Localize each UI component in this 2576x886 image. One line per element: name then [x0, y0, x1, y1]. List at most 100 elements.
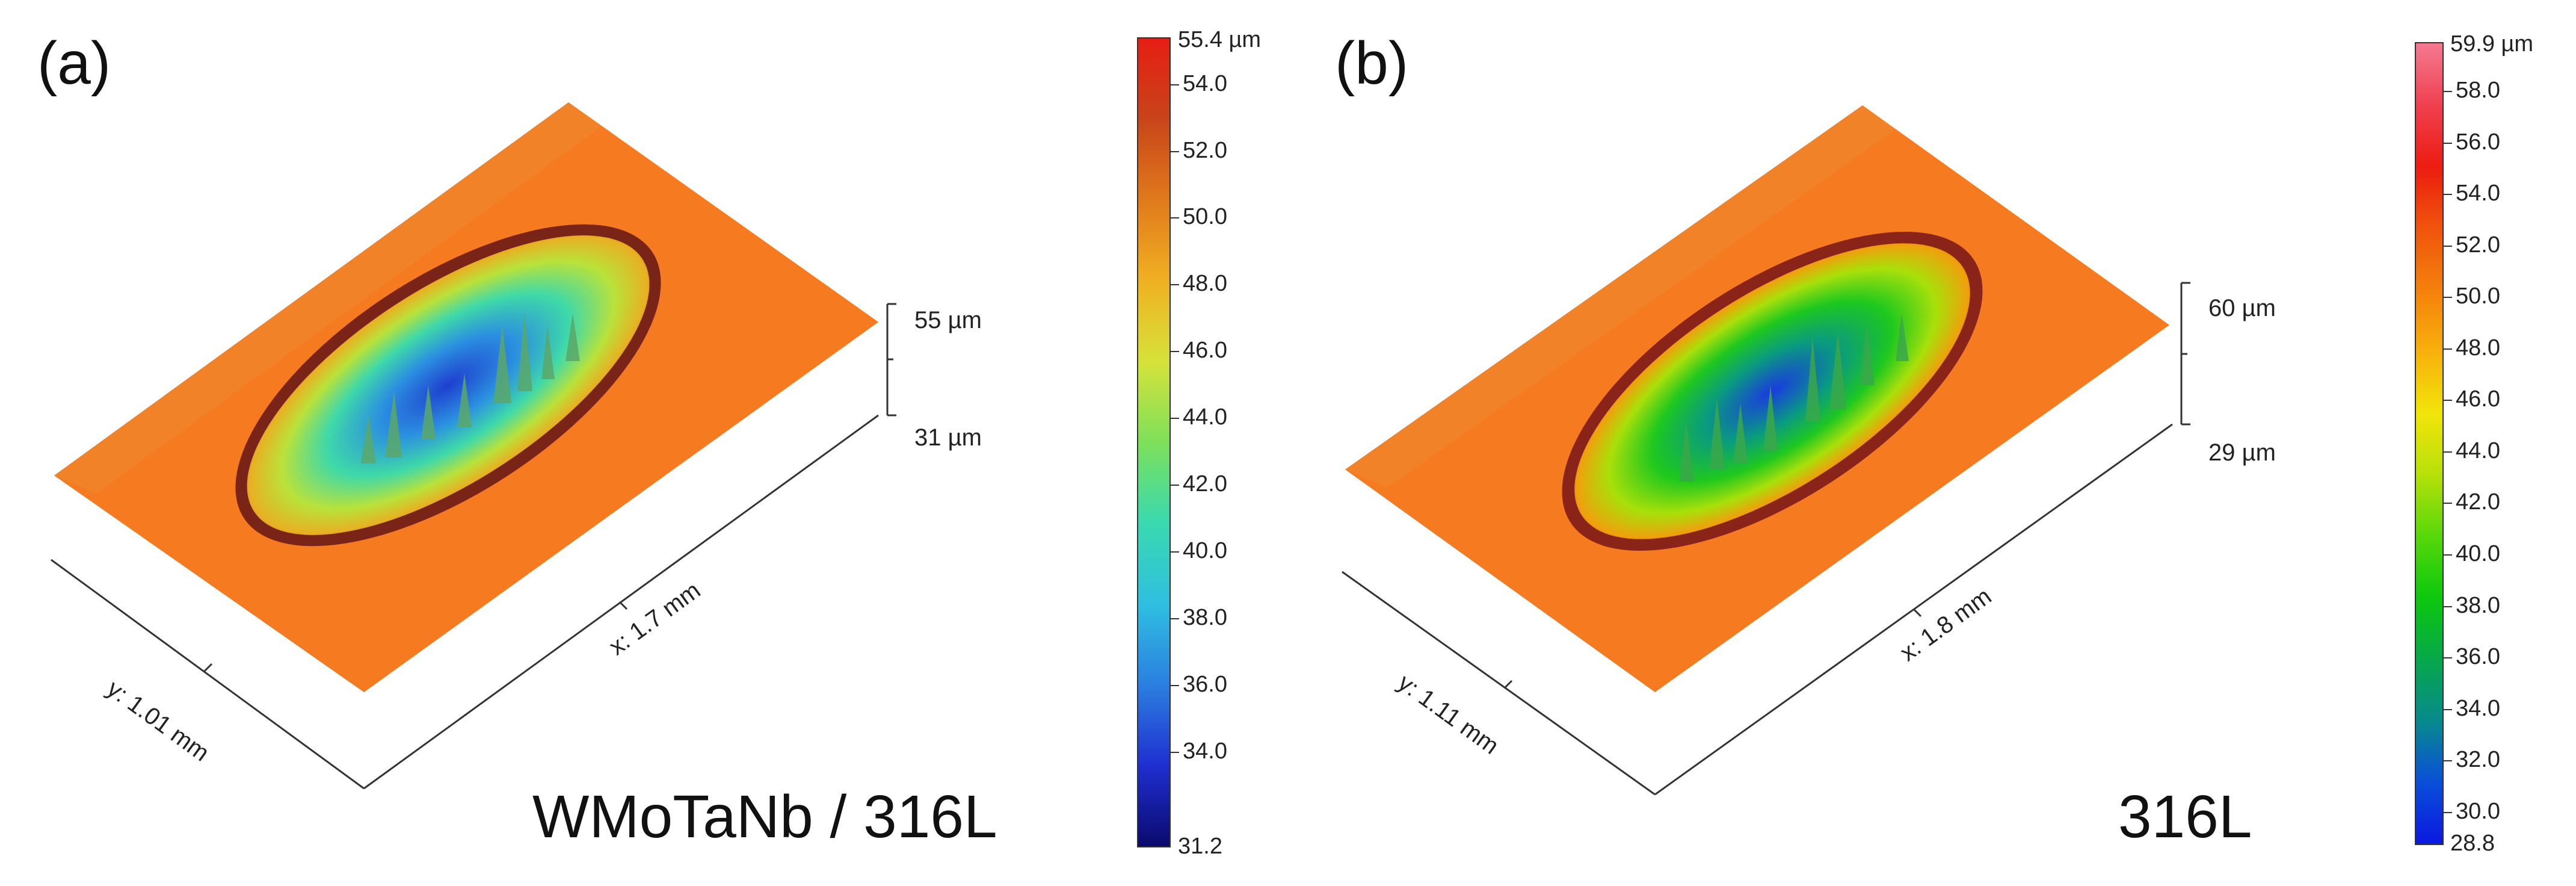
- colorbar-tick-mark: [1169, 618, 1179, 619]
- colorbar-tick-mark: [2442, 606, 2452, 607]
- colorbar-tick-label: 56.0: [2456, 129, 2500, 155]
- peak: [361, 415, 376, 463]
- panel-a: (a): [37, 27, 1262, 859]
- peak: [1805, 337, 1820, 421]
- colorbar-tick-label: 42.0: [1183, 471, 1227, 497]
- surface-scene-a: y: 1.01 mm x: 1.7 mm 55 µm 31 µm: [51, 102, 982, 790]
- y-axis-label: y: 1.11 mm: [1393, 669, 1504, 760]
- colorbar-tick-mark: [2442, 142, 2452, 144]
- colorbar-tick-mark: [2442, 348, 2452, 350]
- panel-label: (b): [1335, 29, 1409, 97]
- colorbar-tick-label: 32.0: [2456, 747, 2500, 773]
- z-top-label: 60 µm: [2208, 295, 2276, 321]
- peak: [1709, 397, 1725, 469]
- y-axis-tick: [1503, 680, 1513, 689]
- surface-plate-shade: [1345, 105, 1896, 488]
- colorbar-tick-label: 54.0: [2456, 181, 2500, 206]
- x-axis-line: [363, 414, 879, 790]
- peak: [1860, 325, 1875, 385]
- wear-scar: [247, 235, 650, 535]
- colorbar-tick-label: 48.0: [2456, 335, 2500, 361]
- peak: [1829, 331, 1846, 409]
- colorbar-tick-mark: [1169, 150, 1179, 152]
- colorbar: [1137, 37, 1171, 847]
- surface-scene-b: y: 1.11 mm x: 1.8 mm 60 µm 29 µm: [1342, 105, 2276, 796]
- colorbar-tick-label: 44.0: [2456, 438, 2500, 463]
- y-axis-line: [1342, 571, 1656, 796]
- colorbar-tick-mark: [2442, 91, 2452, 93]
- colorbar-tick-mark: [2442, 811, 2452, 813]
- wear-peaks: [1679, 313, 1909, 482]
- peak: [457, 373, 472, 427]
- x-axis-tick: [1912, 608, 1922, 618]
- peak: [421, 385, 436, 439]
- colorbar-tick-mark: [1169, 418, 1179, 420]
- colorbar-tick-mark: [2442, 245, 2452, 247]
- colorbar-tick-mark: [1169, 684, 1179, 686]
- colorbar-max-label: 59.9 µm: [2450, 31, 2534, 57]
- colorbar-tick-mark: [1169, 284, 1179, 286]
- colorbar: [2415, 42, 2444, 845]
- z-bottom-label: 31 µm: [914, 424, 982, 451]
- colorbar-max-label: 55.4 µm: [1178, 27, 1262, 52]
- peak: [541, 325, 555, 379]
- colorbar-tick-label: 42.0: [2456, 489, 2500, 515]
- colorbar-tick-label: 48.0: [1183, 271, 1227, 297]
- material-label: WMoTaNb / 316L: [532, 783, 997, 850]
- peak: [1679, 421, 1694, 482]
- colorbar-tick-label: 34.0: [1183, 738, 1227, 764]
- colorbar-tick-mark: [1169, 751, 1179, 753]
- surface-plate-shade: [54, 102, 602, 494]
- colorbar-tick-mark: [2442, 503, 2452, 504]
- peak: [517, 313, 532, 391]
- peak: [1733, 403, 1748, 463]
- colorbar-tick-label: 38.0: [1183, 604, 1227, 630]
- colorbar-tick-label: 44.0: [1183, 404, 1227, 430]
- colorbar-tick-label: 36.0: [2456, 644, 2500, 670]
- y-axis-tick: [203, 663, 213, 672]
- y-axis-label: y: 1.01 mm: [102, 675, 214, 767]
- colorbar-tick-mark: [2442, 760, 2452, 762]
- colorbar-tick-mark: [1169, 351, 1179, 353]
- colorbar-tick-label: 46.0: [1183, 338, 1227, 364]
- colorbar-tick-mark: [1169, 217, 1179, 219]
- colorbar-tick-label: 46.0: [2456, 386, 2500, 412]
- colorbar-tick-label: 38.0: [2456, 592, 2500, 618]
- peak: [385, 391, 402, 457]
- colorbar-tick-mark: [2442, 194, 2452, 196]
- colorbar-tick-mark: [2442, 400, 2452, 401]
- wear-scar: [1574, 243, 1970, 539]
- colorbar-tick-label: 40.0: [2456, 541, 2500, 567]
- colorbar-tick-mark: [2442, 657, 2452, 659]
- colorbar-tick-mark: [1169, 551, 1179, 553]
- wear-peaks: [361, 313, 580, 463]
- peak: [1763, 385, 1778, 451]
- colorbar-tick-label: 40.0: [1183, 538, 1227, 563]
- colorbar-tick-label: 36.0: [1183, 671, 1227, 697]
- y-axis-line: [51, 559, 365, 790]
- colorbar-tick-label: 52.0: [1183, 137, 1227, 163]
- panel-b: (b): [1288, 0, 2576, 886]
- colorbar-tick-label: 52.0: [2456, 232, 2500, 258]
- colorbar-tick-label: 34.0: [2456, 695, 2500, 721]
- colorbar-tick-label: 54.0: [1183, 70, 1227, 96]
- peak: [565, 313, 580, 361]
- peak: [1896, 313, 1909, 361]
- colorbar-tick-label: 50.0: [1183, 204, 1227, 230]
- colorbar-min-label: 31.2: [1178, 834, 1222, 859]
- x-axis-label: x: 1.7 mm: [604, 577, 705, 660]
- colorbar-tick-mark: [2442, 451, 2452, 453]
- colorbar-tick-mark: [1169, 485, 1179, 486]
- z-bottom-label: 29 µm: [2208, 439, 2276, 466]
- material-label: 316L: [2118, 783, 2252, 850]
- z-top-label: 55 µm: [914, 307, 982, 333]
- colorbar-tick-label: 30.0: [2456, 798, 2500, 824]
- panel-label: (a): [37, 29, 111, 97]
- peak: [493, 325, 511, 403]
- colorbar-min-label: 28.8: [2450, 831, 2495, 856]
- colorbar-tick-mark: [2442, 297, 2452, 299]
- colorbar-tick-mark: [2442, 708, 2452, 710]
- colorbar-tick-label: 58.0: [2456, 78, 2500, 104]
- x-axis-tick: [618, 601, 628, 610]
- colorbar-tick-mark: [1169, 84, 1179, 85]
